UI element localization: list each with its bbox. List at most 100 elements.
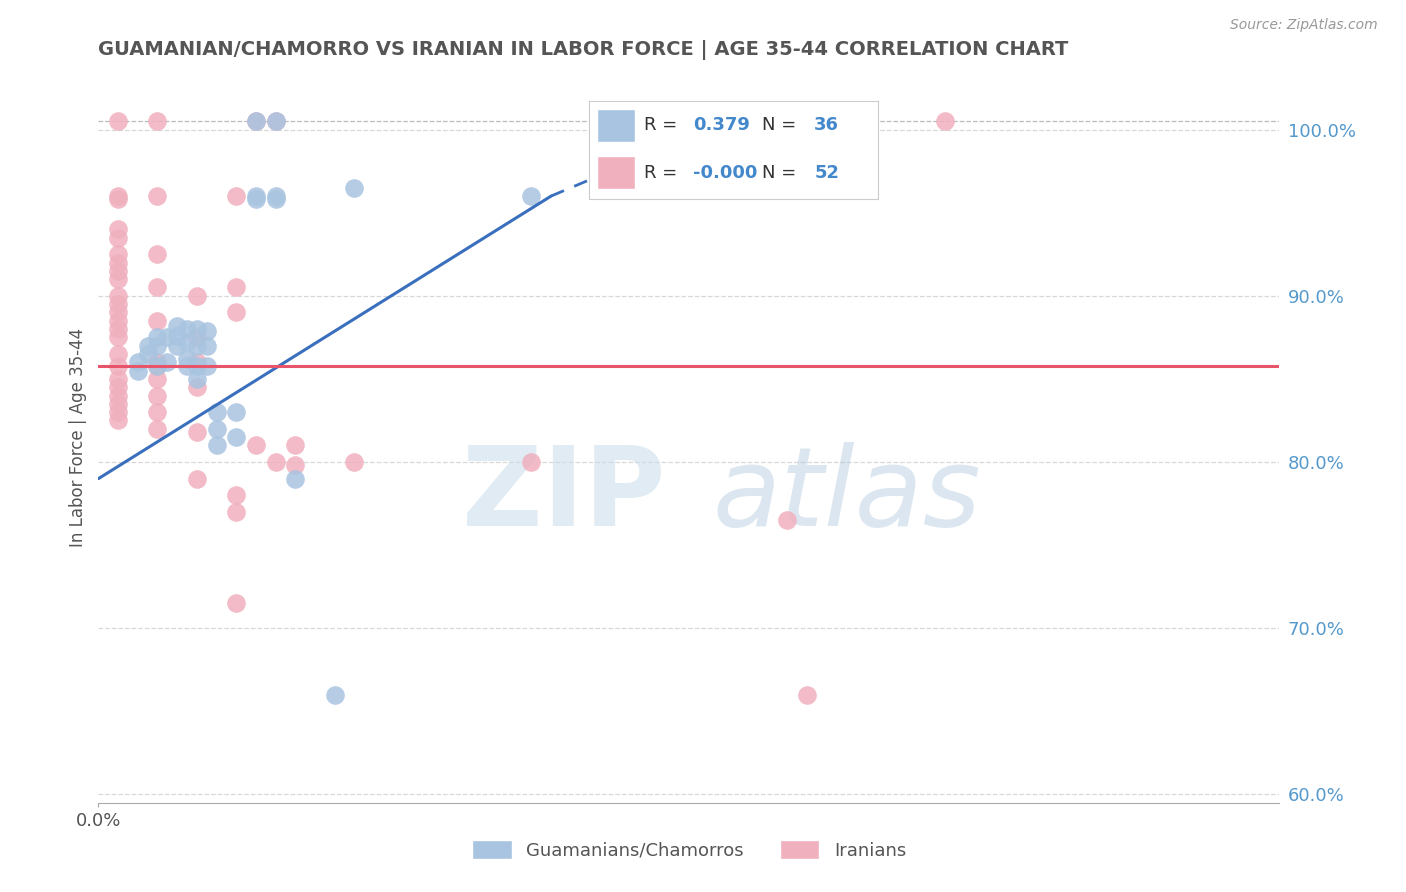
Point [146,189,169,203]
Point [225,505,247,519]
Point [176,359,198,373]
Point [186,380,208,394]
Point [146,359,169,373]
Point [146,359,169,373]
Point [186,289,208,303]
Text: 0.379: 0.379 [693,116,749,135]
Legend: Guamanians/Chamorros, Iranians: Guamanians/Chamorros, Iranians [464,833,914,867]
Point [146,280,169,294]
Point [323,688,346,702]
Point [107,359,129,373]
Point [245,114,267,128]
Point [264,455,287,469]
Text: -0.000: -0.000 [693,164,756,182]
Point [166,328,188,343]
Text: 36: 36 [814,116,839,135]
Point [146,338,169,352]
Point [186,372,208,386]
Point [245,114,267,128]
Point [107,314,129,328]
Point [264,114,287,128]
Point [166,338,188,352]
Point [264,192,287,206]
Point [156,330,179,344]
Point [343,455,366,469]
Point [107,388,129,402]
Point [107,114,129,128]
Point [156,355,179,369]
Point [186,355,208,369]
Point [225,430,247,444]
Point [107,192,129,206]
Text: 52: 52 [814,164,839,182]
Point [195,359,218,373]
Point [107,297,129,311]
Point [166,318,188,333]
Point [136,338,159,352]
Point [176,351,198,366]
Text: R =: R = [644,116,682,135]
Point [146,388,169,402]
Point [225,405,247,419]
Point [107,405,129,419]
Point [107,372,129,386]
Point [107,347,129,361]
Point [284,438,307,452]
Text: Source: ZipAtlas.com: Source: ZipAtlas.com [1230,18,1378,32]
Point [343,180,366,194]
Point [225,305,247,319]
Bar [598,156,636,189]
Point [934,114,956,128]
Point [815,114,838,128]
Point [146,422,169,436]
Point [127,355,149,369]
Text: atlas: atlas [713,442,981,549]
Text: N =: N = [762,116,803,135]
Text: R =: R = [644,164,682,182]
Point [107,247,129,261]
Point [284,458,307,473]
Point [146,330,169,344]
Point [146,114,169,128]
Point [186,359,208,373]
Point [284,472,307,486]
Point [245,438,267,452]
Point [146,372,169,386]
Text: N =: N = [762,164,803,182]
Point [107,397,129,411]
Point [520,189,543,203]
Point [107,230,129,244]
Point [107,289,129,303]
Text: ZIP: ZIP [463,442,665,549]
Point [107,222,129,236]
Point [176,335,198,350]
Point [146,405,169,419]
Point [107,255,129,269]
Point [195,338,218,352]
Point [146,355,169,369]
Point [796,688,818,702]
Point [107,189,129,203]
Point [107,413,129,427]
Point [225,488,247,502]
Point [264,114,287,128]
Point [107,272,129,286]
Point [520,455,543,469]
Point [776,513,799,527]
Y-axis label: In Labor Force | Age 35-44: In Labor Force | Age 35-44 [69,327,87,547]
Point [176,322,198,336]
Point [107,264,129,278]
Point [107,322,129,336]
Point [205,405,228,419]
Point [225,280,247,294]
Point [186,425,208,439]
Point [146,314,169,328]
Point [127,363,149,377]
Point [186,322,208,336]
Point [225,596,247,610]
Point [205,438,228,452]
Point [186,472,208,486]
Point [225,189,247,203]
Point [205,422,228,436]
Point [264,189,287,203]
